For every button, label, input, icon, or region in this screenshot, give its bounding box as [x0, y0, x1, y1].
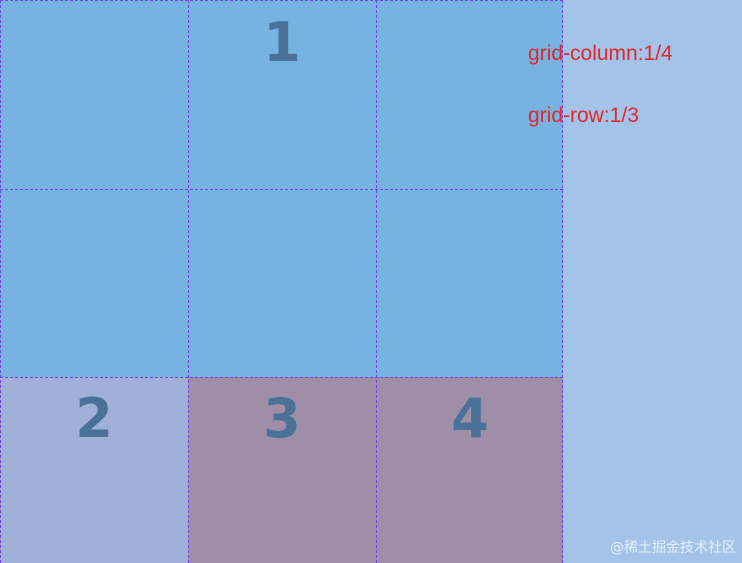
grid-item-1 — [0, 0, 563, 377]
grid-line-row-2 — [0, 189, 563, 190]
grid-item-3 — [188, 377, 376, 563]
grid-line-col-2 — [188, 0, 189, 563]
item-2-label: 2 — [75, 387, 113, 450]
grid-line-col-4 — [562, 0, 563, 563]
item-1-label: 1 — [263, 11, 301, 74]
grid-line-row-3 — [0, 377, 563, 378]
grid-item-4 — [376, 377, 563, 563]
grid-line-col-1 — [0, 0, 1, 563]
grid-column-annotation: grid-column:1/4 — [528, 42, 673, 65]
grid-line-col-3 — [376, 0, 377, 563]
grid-line-row-1 — [0, 0, 563, 1]
grid-row-annotation: grid-row:1/3 — [528, 104, 639, 127]
item-4-label: 4 — [451, 387, 489, 450]
watermark: @稀土掘金技术社区 — [610, 540, 736, 556]
grid-item-2 — [0, 377, 188, 563]
item-3-label: 3 — [263, 387, 301, 450]
